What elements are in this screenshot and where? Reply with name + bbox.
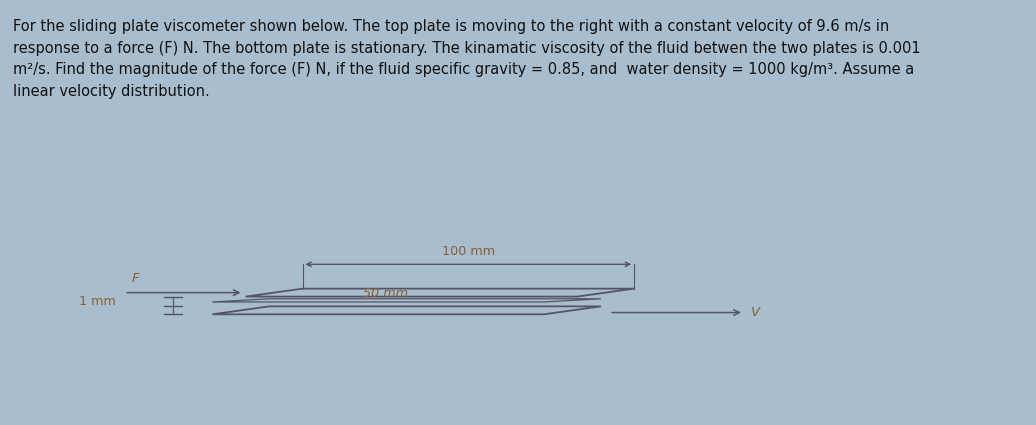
Text: For the sliding plate viscometer shown below. The top plate is moving to the rig: For the sliding plate viscometer shown b…: [13, 19, 921, 99]
Text: F: F: [132, 272, 139, 285]
Text: V: V: [751, 306, 760, 319]
Text: 100 mm: 100 mm: [441, 245, 495, 258]
Text: 50 mm: 50 mm: [363, 287, 408, 300]
Text: 1 mm: 1 mm: [79, 295, 116, 308]
